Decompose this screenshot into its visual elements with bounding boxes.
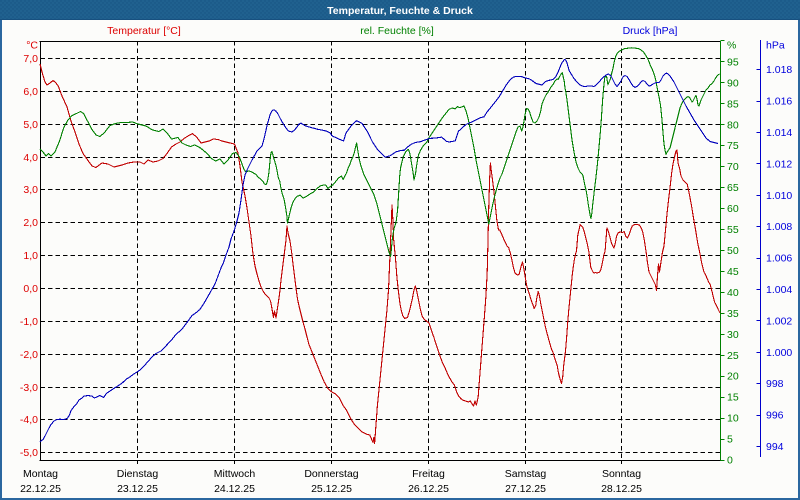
svg-text:95: 95 [727,56,739,68]
svg-text:45: 45 [727,266,739,278]
svg-text:23.12.25: 23.12.25 [117,483,158,495]
svg-text:Sonntag: Sonntag [602,468,641,480]
svg-text:998: 998 [766,378,784,390]
svg-text:%: % [727,40,736,52]
svg-text:30: 30 [727,329,739,341]
svg-text:Samstag: Samstag [505,468,547,480]
svg-text:15: 15 [727,392,739,404]
svg-text:75: 75 [727,140,739,152]
svg-text:°C: °C [26,40,38,52]
svg-text:0: 0 [727,455,733,467]
svg-text:7,0: 7,0 [23,53,38,65]
svg-text:-5,0: -5,0 [20,447,38,459]
svg-text:hPa: hPa [766,40,785,52]
svg-text:10: 10 [727,413,739,425]
svg-text:1.012: 1.012 [766,158,792,170]
svg-text:1.004: 1.004 [766,284,792,296]
svg-text:Dienstag: Dienstag [117,468,159,480]
svg-text:27.12.25: 27.12.25 [505,483,546,495]
svg-text:3,0: 3,0 [23,184,38,196]
svg-text:65: 65 [727,182,739,194]
svg-text:994: 994 [766,441,784,453]
svg-text:5: 5 [727,434,733,446]
svg-text:35: 35 [727,308,739,320]
svg-text:1.000: 1.000 [766,347,792,359]
svg-text:1.014: 1.014 [766,127,792,139]
svg-text:40: 40 [727,287,739,299]
svg-text:1.002: 1.002 [766,315,792,327]
svg-text:1,0: 1,0 [23,250,38,262]
svg-text:-3,0: -3,0 [20,382,38,394]
svg-text:5,0: 5,0 [23,119,38,131]
svg-text:28.12.25: 28.12.25 [601,483,642,495]
svg-text:50: 50 [727,245,739,257]
svg-text:2,0: 2,0 [23,217,38,229]
svg-text:Temperatur [°C]: Temperatur [°C] [107,25,181,37]
svg-text:1.006: 1.006 [766,253,792,265]
svg-text:85: 85 [727,98,739,110]
svg-text:4,0: 4,0 [23,152,38,164]
svg-text:Temperatur, Feuchte & Druck: Temperatur, Feuchte & Druck [327,5,473,17]
svg-text:Donnerstag: Donnerstag [304,468,358,480]
svg-text:-1,0: -1,0 [20,316,38,328]
svg-text:1.010: 1.010 [766,190,792,202]
svg-text:80: 80 [727,119,739,131]
svg-text:25: 25 [727,350,739,362]
svg-text:55: 55 [727,224,739,236]
svg-text:Mittwoch: Mittwoch [214,468,256,480]
svg-text:-2,0: -2,0 [20,349,38,361]
svg-text:Freitag: Freitag [412,468,445,480]
svg-text:-4,0: -4,0 [20,414,38,426]
svg-text:1.016: 1.016 [766,96,792,108]
svg-text:26.12.25: 26.12.25 [408,483,449,495]
svg-text:rel. Feuchte [%]: rel. Feuchte [%] [360,25,434,37]
svg-text:Druck [hPa]: Druck [hPa] [623,25,678,37]
svg-text:60: 60 [727,203,739,215]
svg-text:22.12.25: 22.12.25 [20,483,61,495]
svg-text:996: 996 [766,410,784,422]
svg-text:20: 20 [727,371,739,383]
svg-text:24.12.25: 24.12.25 [214,483,255,495]
svg-text:Montag: Montag [23,468,58,480]
svg-text:1.018: 1.018 [766,64,792,76]
svg-text:90: 90 [727,77,739,89]
svg-text:70: 70 [727,161,739,173]
svg-text:25.12.25: 25.12.25 [311,483,352,495]
svg-text:0,0: 0,0 [23,283,38,295]
svg-text:6,0: 6,0 [23,86,38,98]
svg-text:1.008: 1.008 [766,221,792,233]
